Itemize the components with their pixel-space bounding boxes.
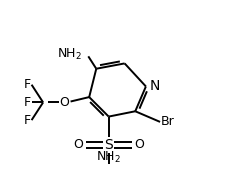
Text: NH$_2$: NH$_2$	[57, 47, 82, 62]
Text: NH$_2$: NH$_2$	[96, 150, 121, 165]
Text: O: O	[59, 96, 69, 109]
Text: F: F	[23, 78, 31, 91]
Text: F: F	[23, 114, 31, 127]
Text: Br: Br	[160, 115, 174, 128]
Text: N: N	[149, 79, 159, 93]
Text: S: S	[104, 138, 113, 152]
Text: O: O	[73, 138, 83, 151]
Text: F: F	[23, 96, 31, 109]
Text: O: O	[134, 138, 144, 151]
